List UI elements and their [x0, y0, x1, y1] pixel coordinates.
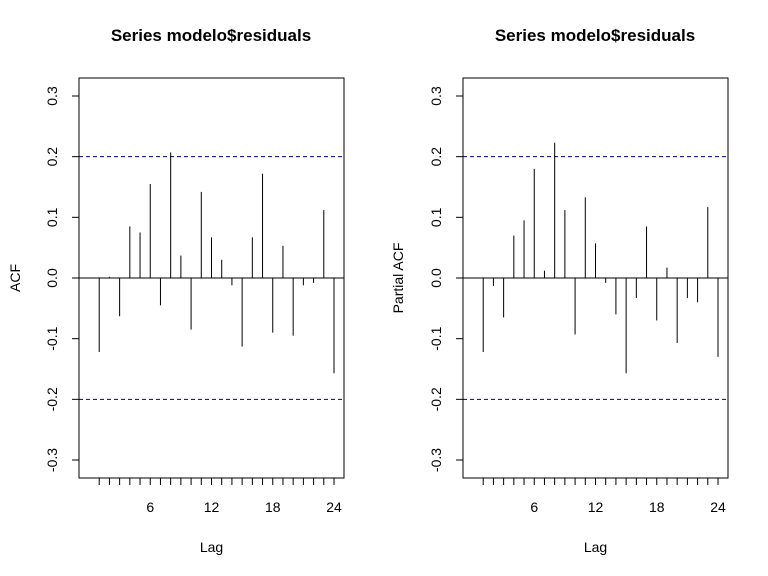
panel-2-x-tick-label-6: 6: [530, 499, 538, 515]
panel-2-y-tick-label-1: -0.2: [428, 387, 444, 411]
panel-1-x-tick-label-18: 18: [265, 499, 281, 515]
panel-2-x-axis-label: Lag: [584, 539, 607, 555]
panel-1-y-tick-label-0: -0.3: [44, 448, 60, 472]
panel-1-chart-title: Series modelo$residuals: [111, 26, 311, 45]
panel-1-y-tick-label-1: -0.2: [44, 387, 60, 411]
panel-2-x-tick-label-18: 18: [649, 499, 665, 515]
panel-2-y-tick-label-4: 0.1: [428, 207, 444, 227]
panel-2-y-tick-label-0: -0.3: [428, 448, 444, 472]
panel-2-y-tick-label-2: -0.1: [428, 326, 444, 350]
panel-1-x-tick-label-12: 12: [204, 499, 220, 515]
panel-1-y-tick-label-3: 0.0: [44, 268, 60, 288]
panel-2-y-tick-label-6: 0.3: [428, 86, 444, 106]
panel-2-x-tick-label-24: 24: [710, 499, 726, 515]
panel-1-x-tick-label-6: 6: [146, 499, 154, 515]
panel-2-y-axis-label: Partial ACF: [390, 243, 406, 314]
panel-1-y-axis-label: ACF: [7, 264, 23, 292]
panel-2-y-tick-label-3: 0.0: [428, 268, 444, 288]
panel-2-y-tick-label-5: 0.2: [428, 147, 444, 167]
panel-1-y-tick-label-6: 0.3: [44, 86, 60, 106]
panel-2-chart-title: Series modelo$residuals: [495, 26, 695, 45]
panel-1-y-tick-label-5: 0.2: [44, 147, 60, 167]
panel-1-y-tick-label-4: 0.1: [44, 207, 60, 227]
panel-1-y-tick-label-2: -0.1: [44, 326, 60, 350]
panel-1-x-tick-label-24: 24: [326, 499, 342, 515]
panel-1-x-axis-label: Lag: [200, 539, 223, 555]
panel-2-x-tick-label-12: 12: [588, 499, 604, 515]
